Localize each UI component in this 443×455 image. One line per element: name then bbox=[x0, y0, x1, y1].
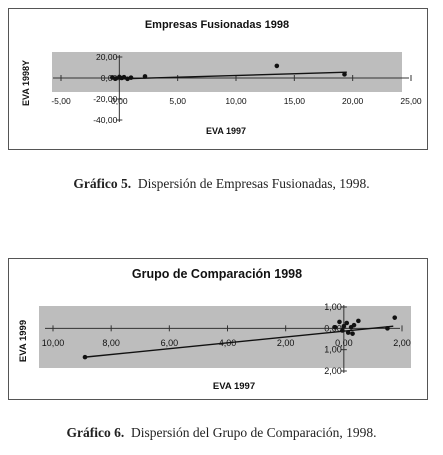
chart-1-svg: Empresas Fusionadas 1998 -5,00 0,00 5,00 10… bbox=[21, 19, 422, 136]
caption-2-text: Dispersión del Grupo de Comparación, 199… bbox=[130, 425, 377, 440]
chart-1-data-point bbox=[121, 74, 127, 80]
chart-2-data-point bbox=[82, 354, 88, 360]
chart-2-xlabel: EVA 1997 bbox=[213, 381, 255, 392]
chart-2-data-point bbox=[356, 318, 361, 324]
caption-1-label: Gráfico 5. bbox=[73, 176, 132, 191]
chart-2-data-point bbox=[340, 328, 345, 333]
chart-1-xlabel: EVA 1997 bbox=[206, 126, 246, 136]
chart-2-data-point bbox=[345, 330, 351, 335]
chart-1-y-tick-label: 20,00 bbox=[96, 52, 118, 62]
chart-1-frame: Empresas Fusionadas 1998 -5,00 0,00 5,00 10… bbox=[8, 8, 428, 150]
chart-2-data-point bbox=[350, 331, 355, 336]
chart-2-frame: Grupo de Comparación 1998 10,008,006,004… bbox=[8, 258, 428, 400]
chart-2-x-tick-label: 8,00 bbox=[102, 338, 120, 348]
chart-2-data-point bbox=[344, 320, 350, 326]
chart-2-svg: Grupo de Comparación 1998 10,008,006,004… bbox=[18, 267, 411, 392]
chart-2-y-tick-label: 2,00 bbox=[324, 366, 342, 376]
chart-2-x-tick-label: 6,00 bbox=[161, 338, 179, 348]
chart-2-plot-area bbox=[39, 306, 411, 368]
chart-1-ylabel: EVA 1998Y bbox=[21, 60, 31, 106]
chart-2-data-point bbox=[385, 326, 390, 331]
chart-1-x-tick-label: 15,00 bbox=[284, 96, 306, 106]
chart-1-x-tick-label: 5,00 bbox=[169, 96, 186, 106]
caption-1: Gráfico 5. Dispersión de Empresas Fusion… bbox=[0, 176, 443, 192]
chart-2-x-tick-label: 10,00 bbox=[42, 338, 65, 348]
chart-1-data-point bbox=[125, 76, 130, 82]
chart-1-trendline bbox=[113, 71, 347, 80]
chart-2-data-point bbox=[341, 323, 347, 329]
chart-1-data-point bbox=[128, 75, 134, 80]
chart-1-data-point bbox=[110, 75, 115, 80]
chart-2-ylabel: EVA 1999 bbox=[18, 320, 29, 362]
chart-1-x-tick-label: -5,00 bbox=[51, 96, 71, 106]
caption-2-label: Gráfico 6. bbox=[66, 425, 125, 440]
caption-2: Gráfico 6. Dispersión del Grupo de Compa… bbox=[0, 425, 443, 441]
chart-2-x-tick-label: 2,00 bbox=[393, 338, 411, 348]
chart-1-y-tick-label: -40,00 bbox=[93, 115, 117, 125]
chart-2-data-point bbox=[332, 324, 338, 330]
chart-2-data-point bbox=[351, 322, 357, 328]
chart-2-y-tick-label: 1,00 bbox=[324, 302, 342, 312]
chart-2-x-tick-label: 2,00 bbox=[277, 338, 295, 348]
chart-1-y-tick-label: -20,00 bbox=[93, 94, 117, 104]
chart-2-title: Grupo de Comparación 1998 bbox=[132, 267, 302, 281]
chart-1-x-tick-label: 25,00 bbox=[400, 96, 422, 106]
chart-1-x-tick-label: 20,00 bbox=[342, 96, 364, 106]
chart-1-data-point bbox=[142, 74, 148, 79]
chart-1-data-point bbox=[274, 63, 280, 69]
caption-1-text: Dispersión de Empresas Fusionadas, 1998. bbox=[137, 176, 370, 191]
chart-1-x-tick-label: 10,00 bbox=[225, 96, 247, 106]
chart-2-y-tick-label: 1,00 bbox=[324, 345, 342, 355]
chart-2-data-point bbox=[392, 315, 398, 320]
chart-1-title: Empresas Fusionadas 1998 bbox=[145, 19, 289, 31]
chart-1-data-point bbox=[113, 76, 119, 81]
chart-1-data-point bbox=[342, 72, 347, 77]
chart-2-data-point bbox=[337, 319, 342, 325]
